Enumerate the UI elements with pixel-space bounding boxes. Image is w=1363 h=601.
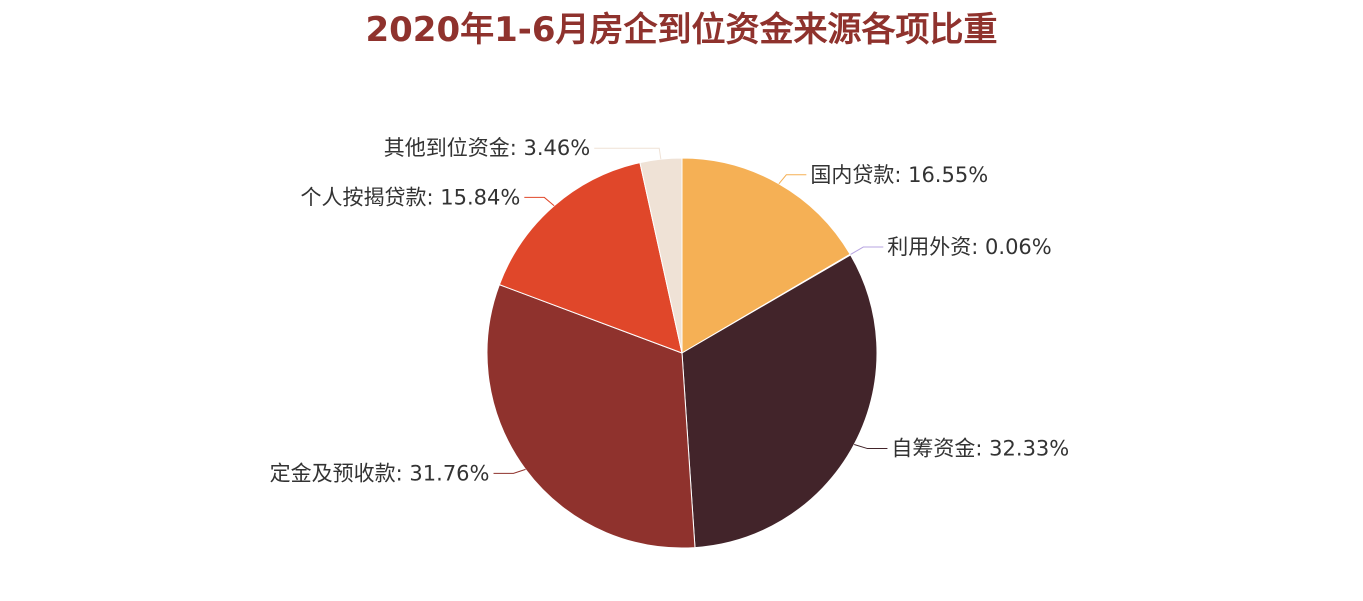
slice-label-3: 定金及预收款: 31.76%	[270, 461, 490, 485]
slice-label-2: 自筹资金: 32.33%	[891, 437, 1069, 461]
leader-line-3	[493, 468, 526, 474]
leader-line-2	[854, 444, 888, 450]
leader-line-1	[850, 246, 884, 256]
leader-line-0	[778, 174, 807, 185]
pie-slice-4[interactable]	[498, 161, 683, 354]
slice-label-5: 其他到位资金: 3.46%	[384, 136, 590, 160]
pie-slice-2[interactable]	[681, 254, 878, 549]
slice-label-4: 个人按揭贷款: 15.84%	[300, 185, 520, 209]
leader-line-5	[594, 147, 662, 160]
leader-line-4	[524, 196, 555, 207]
pie-slice-3[interactable]	[486, 284, 696, 549]
slice-label-1: 利用外资: 0.06%	[887, 235, 1051, 259]
slice-label-0: 国内贷款: 16.55%	[810, 163, 988, 187]
chart-title: 2020年1-6月房企到位资金来源各项比重	[365, 10, 998, 50]
